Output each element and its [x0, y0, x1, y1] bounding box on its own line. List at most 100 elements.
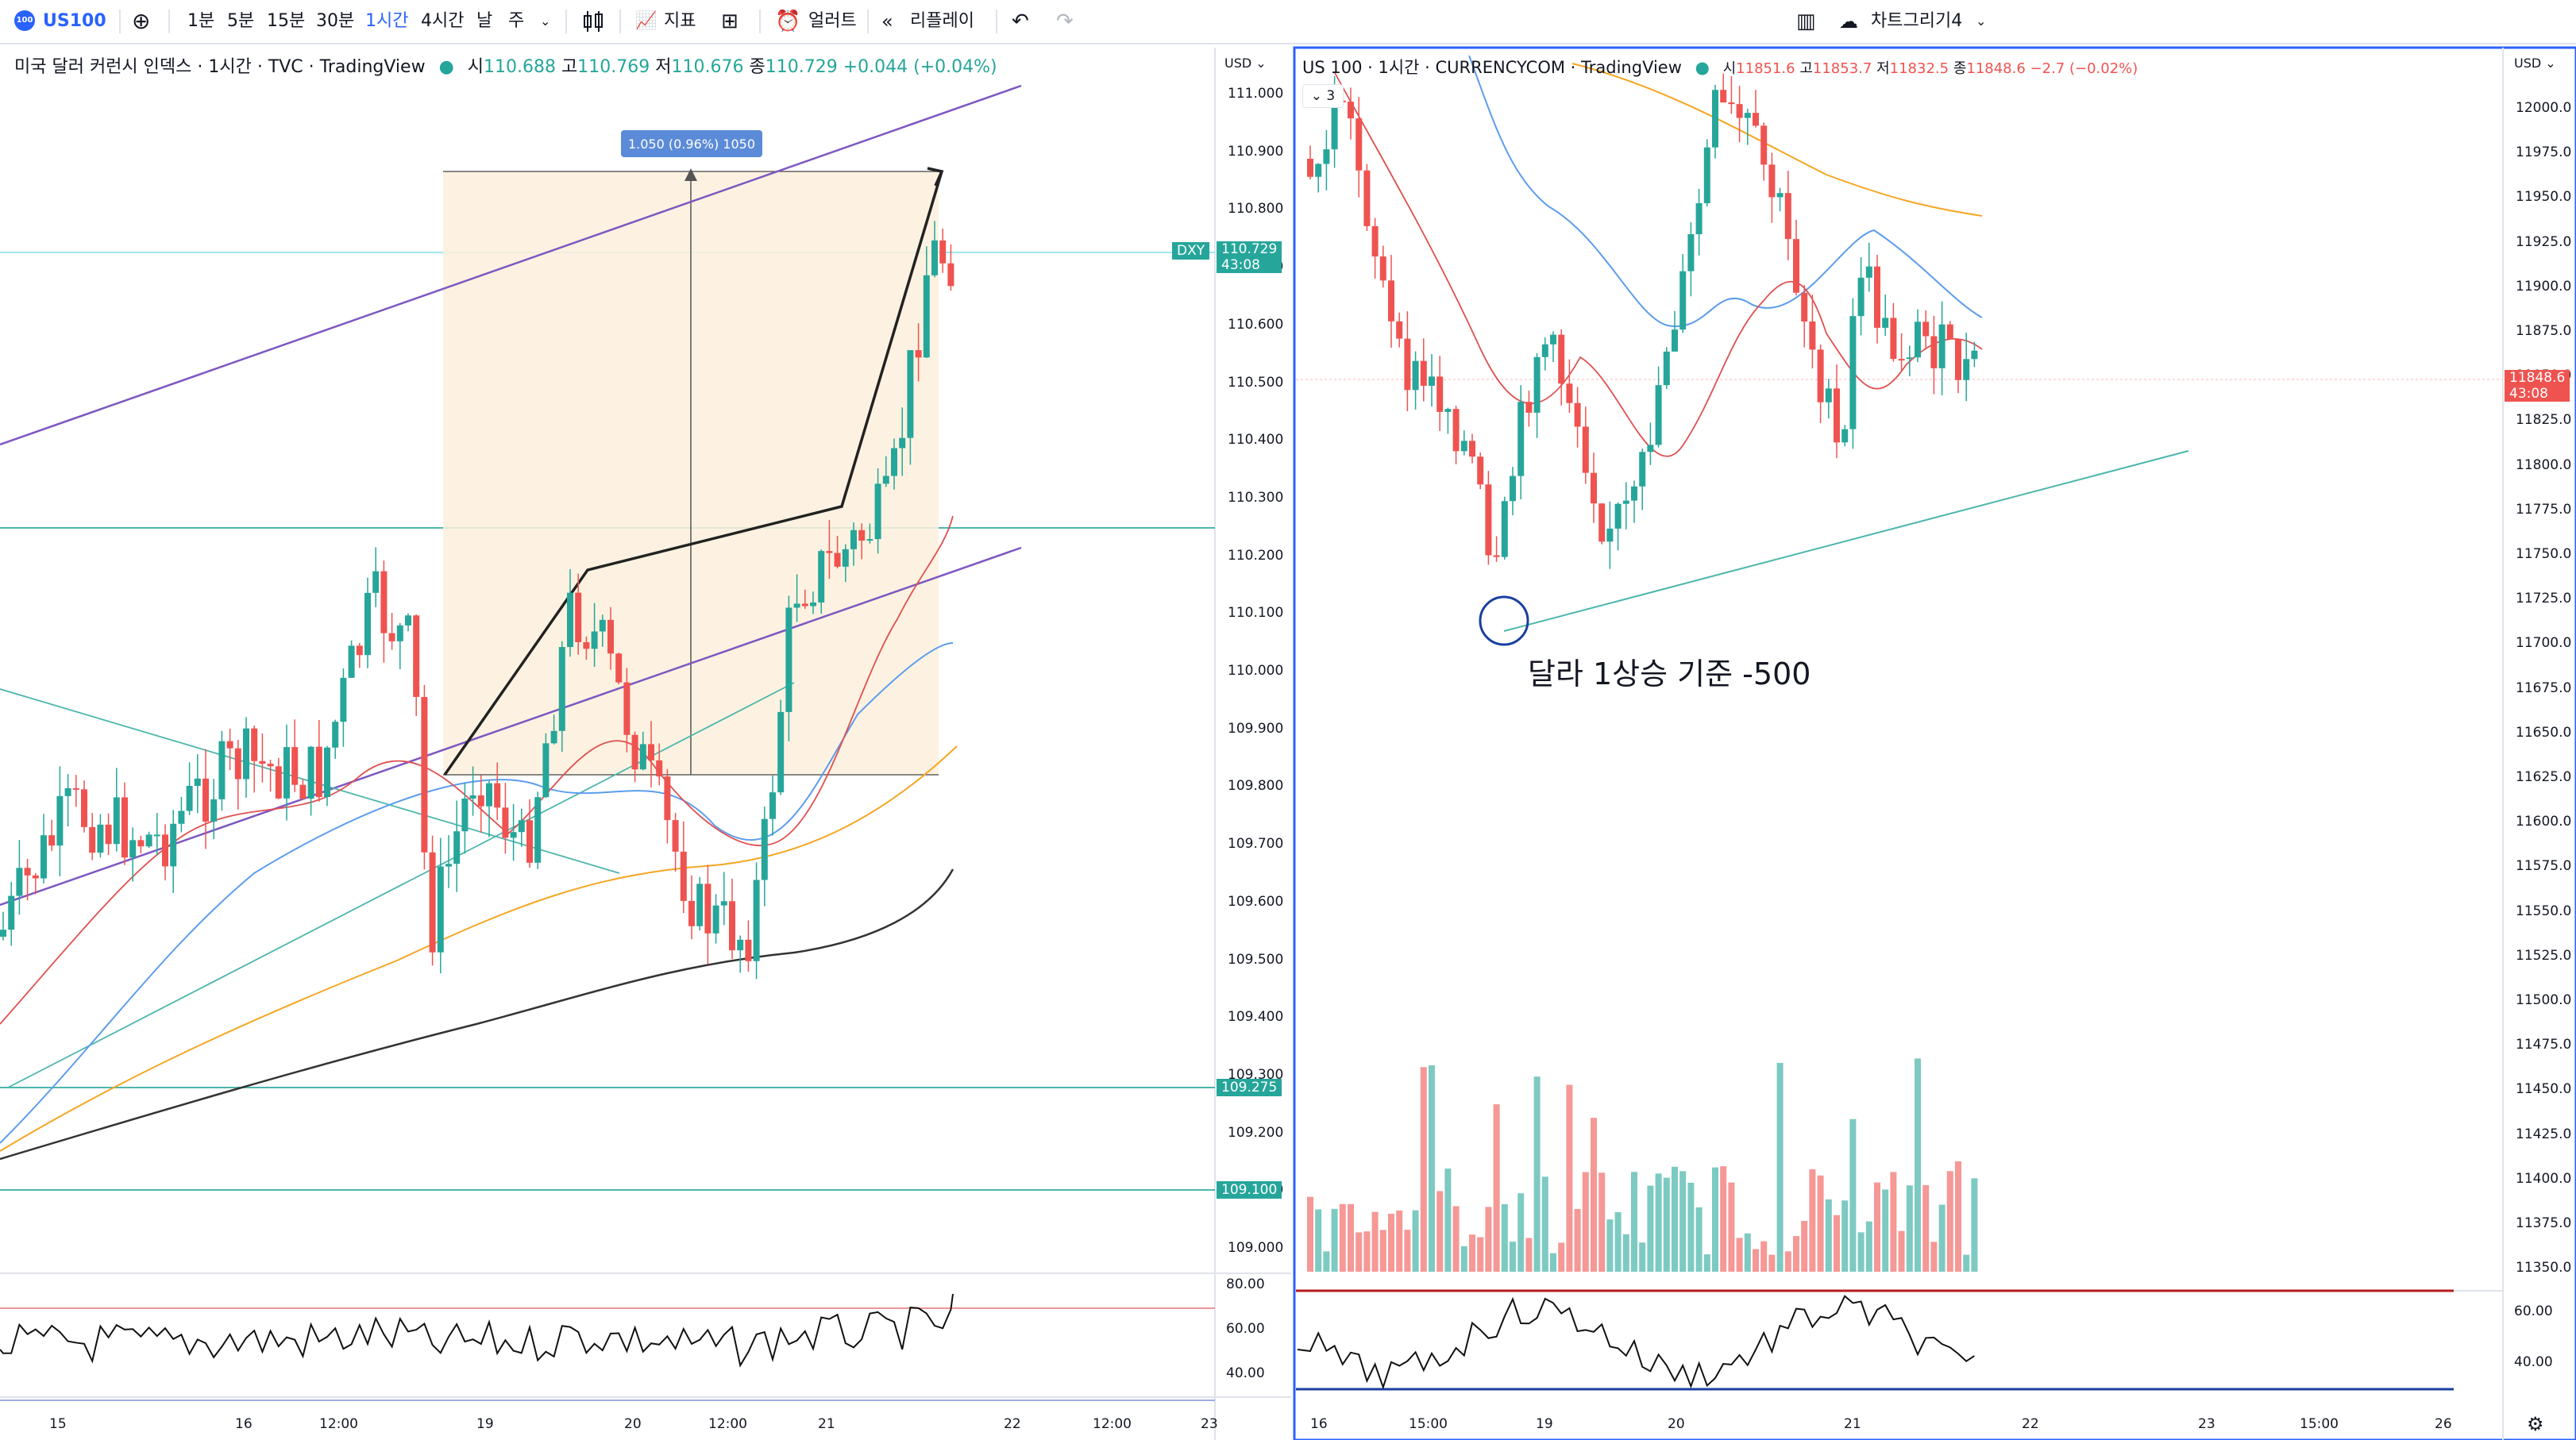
- right-candle-body: [1736, 104, 1743, 118]
- cloud-save-icon[interactable]: ☁: [1839, 10, 1858, 33]
- left-candle-body: [858, 529, 866, 541]
- left-symbol-title[interactable]: 미국 달러 커런시 인덱스 · 1시간 · TVC · TradingView: [14, 57, 426, 77]
- left-candle-body: [882, 476, 889, 484]
- right-volume-bar: [1720, 1166, 1727, 1272]
- layout-chevron-down-icon[interactable]: ⌄: [1976, 13, 1987, 29]
- left-candle-body: [777, 711, 785, 793]
- left-candle-body: [251, 728, 258, 761]
- left-candle-body: [834, 553, 841, 567]
- right-low-label: 저: [1876, 60, 1890, 77]
- interval-day[interactable]: 날: [476, 11, 493, 31]
- right-candle-body: [1784, 193, 1791, 240]
- left-candle-body: [121, 797, 128, 858]
- teal-up-trendline[interactable]: [7, 682, 795, 1088]
- right-high-label: 고: [1799, 60, 1813, 77]
- left-candle-body: [186, 785, 193, 811]
- left-price-tick-20: 109.000: [1228, 1240, 1284, 1256]
- ma-20-line: [0, 515, 954, 1025]
- right-currency-selector[interactable]: USD ⌄: [2514, 56, 2556, 71]
- indicators-chart-icon[interactable]: 📈: [635, 11, 657, 31]
- right-volume-bar: [1469, 1234, 1475, 1272]
- right-rsi-line: [1297, 1295, 1975, 1390]
- interval-week[interactable]: 주: [508, 11, 525, 31]
- right-volume-bar: [1420, 1067, 1427, 1272]
- left-candle-body: [591, 631, 598, 649]
- right-open-label: 시: [1722, 60, 1737, 77]
- indicators-button[interactable]: 지표: [664, 11, 696, 31]
- replay-button[interactable]: 리플레이: [910, 11, 974, 31]
- right-volume-bar: [1460, 1246, 1467, 1272]
- left-candle-body: [153, 834, 160, 837]
- alarm-clock-icon[interactable]: ⏰: [775, 10, 801, 33]
- left-candle-body: [291, 747, 299, 785]
- interval-15m[interactable]: 15분: [267, 11, 306, 31]
- left-currency-selector[interactable]: USD ⌄: [1224, 56, 1267, 71]
- right-volume-bar: [1834, 1215, 1840, 1272]
- right-price-tick-2: 11950.0: [2516, 189, 2572, 206]
- right-candle-body: [1898, 359, 1905, 361]
- replay-rewind-icon[interactable]: «: [881, 10, 893, 33]
- right-open-value: 11851.6: [1736, 60, 1795, 77]
- right-symbol-title[interactable]: US 100 · 1시간 · CURRENCYCOM · TradingView: [1302, 58, 1682, 77]
- channel-upper-line[interactable]: [0, 84, 1022, 446]
- alert-button[interactable]: 얼러트: [808, 11, 857, 31]
- right-time-tick-8: 26: [2435, 1416, 2452, 1432]
- right-time-tick-7: 15:00: [2300, 1416, 2339, 1432]
- undo-icon[interactable]: ↶: [1012, 10, 1029, 33]
- left-candle-body: [210, 799, 218, 822]
- right-volume-bar: [1922, 1184, 1930, 1272]
- left-candle-body: [145, 834, 152, 847]
- symbol-search-button[interactable]: US100: [43, 11, 106, 31]
- left-price-tick-15: 109.500: [1228, 951, 1284, 968]
- right-candle-body: [1412, 360, 1419, 391]
- right-currency-label: USD: [2514, 56, 2542, 71]
- right-candle-body: [1606, 528, 1614, 542]
- right-low-marker-circle[interactable]: [1479, 595, 1529, 646]
- right-candle-body: [1768, 164, 1776, 198]
- left-high-label: 고: [561, 57, 578, 77]
- right-volume-bar: [1323, 1251, 1330, 1272]
- templates-grid-icon[interactable]: ⊞: [721, 10, 738, 33]
- chart-annotation-text[interactable]: 달라 1상승 기준 -500: [1528, 656, 1811, 691]
- interval-1h[interactable]: 1시간: [365, 11, 409, 31]
- chart-settings-gear-icon[interactable]: ⚙: [2527, 1413, 2544, 1435]
- collapsed-indicator-count: 3: [1326, 88, 1336, 104]
- redo-icon[interactable]: ↷: [1056, 10, 1074, 33]
- right-candle-body: [1469, 441, 1475, 457]
- interval-dropdown-chevron-icon[interactable]: ⌄: [540, 13, 551, 29]
- right-volume-bar: [1485, 1207, 1492, 1272]
- chart-type-candles-icon[interactable]: [581, 0, 605, 43]
- left-candle-body: [696, 884, 704, 926]
- interval-30m[interactable]: 30분: [316, 11, 355, 31]
- layout-name-button[interactable]: 차트그리기4: [1871, 11, 1963, 31]
- indicators-collapse-button[interactable]: ⌄ 3: [1302, 84, 1344, 108]
- left-candle-body: [283, 747, 290, 799]
- projection-path-drawing[interactable]: [443, 171, 943, 776]
- right-support-trendline[interactable]: [1503, 450, 2189, 632]
- interval-5m[interactable]: 5분: [227, 11, 255, 31]
- left-candle-body: [477, 795, 484, 807]
- right-candle-body: [1955, 339, 1961, 380]
- right-volume-bar: [1672, 1166, 1678, 1272]
- right-volume-bar: [1703, 1254, 1710, 1272]
- right-candle-body: [1834, 388, 1840, 443]
- right-candle-body: [1396, 321, 1403, 339]
- interval-4h[interactable]: 4시간: [421, 11, 465, 31]
- left-candle-body: [259, 760, 266, 764]
- interval-1m[interactable]: 1분: [187, 11, 215, 31]
- right-volume-bar: [1606, 1219, 1614, 1272]
- compare-add-icon[interactable]: ⊕: [132, 8, 151, 34]
- left-time-tick-6: 21: [818, 1416, 835, 1432]
- left-candle-body: [437, 866, 444, 953]
- projection-arrow-head: [927, 167, 944, 187]
- ma-100-line: [0, 745, 958, 1152]
- left-candle-body: [518, 820, 525, 833]
- toolbar-divider: [867, 10, 869, 33]
- level-tag-109100: 109.100: [1217, 1181, 1282, 1199]
- left-current-price-tag: 110.729 43:08: [1217, 241, 1282, 273]
- left-candle-body: [939, 240, 947, 264]
- right-price-tick-9: 11775.0: [2516, 501, 2572, 518]
- left-candle-body: [534, 797, 542, 863]
- right-price-tick-25: 11375.0: [2516, 1215, 2572, 1231]
- layout-panels-icon[interactable]: ▥: [1796, 10, 1816, 33]
